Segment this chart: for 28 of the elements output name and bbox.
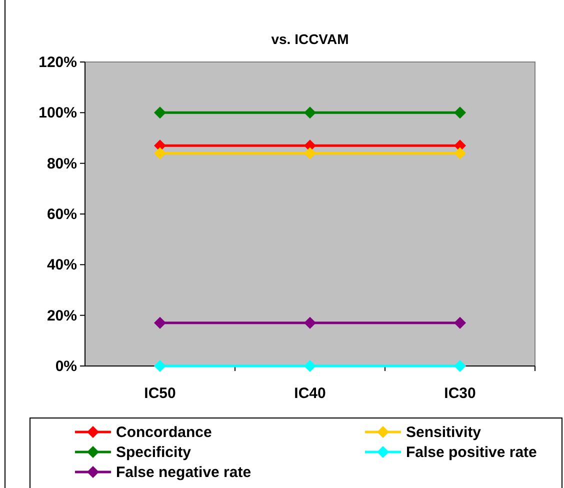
y-tick-label: 120% [38, 54, 77, 71]
y-tick-label: 0% [55, 358, 77, 375]
point [454, 106, 466, 119]
legend-label: False negative rate [116, 464, 252, 481]
point [154, 106, 166, 119]
point [304, 360, 316, 372]
legend-label: Sensitivity [406, 424, 482, 441]
point [304, 106, 316, 119]
point [154, 147, 166, 160]
point [304, 316, 316, 329]
point [454, 316, 466, 329]
point [454, 147, 466, 160]
y-tick-label: 60% [46, 206, 77, 223]
y-tick-label: 40% [46, 256, 77, 274]
y-tick-label: 20% [46, 307, 77, 324]
point [454, 360, 466, 372]
point [154, 316, 166, 329]
point [304, 147, 316, 160]
legend-label: False positive rate [406, 444, 537, 461]
legend-label: Concordance [116, 424, 212, 441]
chart-title: vs. ICCVAM [271, 31, 349, 47]
legend-label: Specificity [116, 444, 192, 461]
x-tick-label: IC40 [294, 385, 326, 402]
y-tick-label: 100% [38, 104, 77, 122]
x-tick-label: IC30 [444, 385, 476, 402]
point [154, 360, 166, 372]
x-tick-label: IC50 [144, 385, 176, 402]
y-tick-label: 80% [46, 155, 77, 172]
